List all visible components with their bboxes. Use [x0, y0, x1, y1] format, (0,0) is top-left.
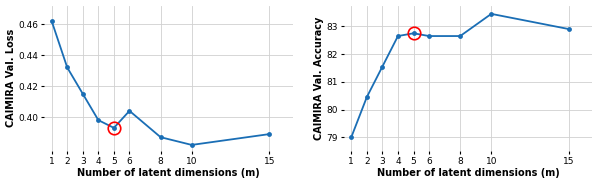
X-axis label: Number of latent dimensions (m): Number of latent dimensions (m) [377, 168, 559, 178]
Y-axis label: CAIMIRA Val. Loss: CAIMIRA Val. Loss [5, 29, 16, 128]
X-axis label: Number of latent dimensions (m): Number of latent dimensions (m) [77, 168, 260, 178]
Y-axis label: CAIMIRA Val. Accuracy: CAIMIRA Val. Accuracy [314, 17, 324, 140]
